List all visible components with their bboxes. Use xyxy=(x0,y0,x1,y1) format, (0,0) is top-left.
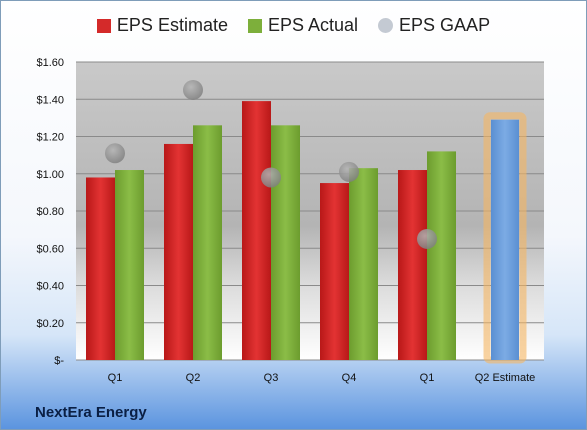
bar-eps-actual xyxy=(271,125,300,360)
bar-eps-actual xyxy=(115,170,144,360)
legend-label-eps-gaap: EPS GAAP xyxy=(399,15,491,35)
point-eps-gaap xyxy=(105,143,125,164)
y-tick-label: $- xyxy=(54,355,64,367)
y-tick-label: $0.60 xyxy=(36,243,64,255)
point-eps-gaap xyxy=(339,161,359,182)
x-tick-label: Q1 xyxy=(108,372,123,384)
y-tick-label: $0.80 xyxy=(36,206,64,218)
x-tick-label: Q4 xyxy=(342,372,357,384)
bar-eps-estimate xyxy=(86,177,115,360)
point-eps-gaap xyxy=(417,228,437,249)
legend-swatch-eps-gaap xyxy=(378,18,394,33)
bar-eps-actual xyxy=(193,125,222,360)
bar-eps-estimate xyxy=(320,183,349,360)
legend-item-eps-actual: EPS Actual xyxy=(247,15,359,36)
bar-q2-estimate xyxy=(491,119,519,360)
chart-legend: EPS Estimate EPS Actual EPS GAAP xyxy=(1,15,586,36)
legend-item-eps-gaap: EPS GAAP xyxy=(378,15,490,36)
x-tick-label: Q1 xyxy=(420,372,435,384)
bar-eps-estimate xyxy=(164,143,193,360)
bar-eps-estimate xyxy=(242,101,271,361)
legend-swatch-eps-actual xyxy=(247,18,262,33)
legend-swatch-eps-estimate xyxy=(96,18,111,33)
x-tick-label: Q3 xyxy=(264,372,279,384)
y-tick-label: $0.40 xyxy=(36,281,64,293)
x-tick-label: Q2 Estimate xyxy=(475,372,536,384)
y-tick-label: $1.20 xyxy=(36,132,64,144)
bar-eps-estimate xyxy=(398,170,427,360)
company-name: NextEra Energy xyxy=(35,404,147,421)
bar-eps-actual xyxy=(349,168,378,360)
y-tick-label: $0.20 xyxy=(36,318,64,330)
y-tick-label: $1.60 xyxy=(36,57,64,69)
point-eps-gaap xyxy=(183,79,203,100)
x-tick-label: Q2 xyxy=(186,372,201,384)
y-tick-label: $1.40 xyxy=(36,94,64,106)
y-tick-label: $1.00 xyxy=(36,169,64,181)
bar-eps-actual xyxy=(427,151,456,360)
legend-label-eps-estimate: EPS Estimate xyxy=(116,15,228,35)
legend-item-eps-estimate: EPS Estimate xyxy=(96,15,228,36)
eps-chart: $- $0.20 $0.40 $0.60 $0.80 $1.00 $1.20 $1.40 $1.… xyxy=(36,57,544,384)
point-eps-gaap xyxy=(261,167,281,188)
legend-label-eps-actual: EPS Actual xyxy=(267,15,359,35)
